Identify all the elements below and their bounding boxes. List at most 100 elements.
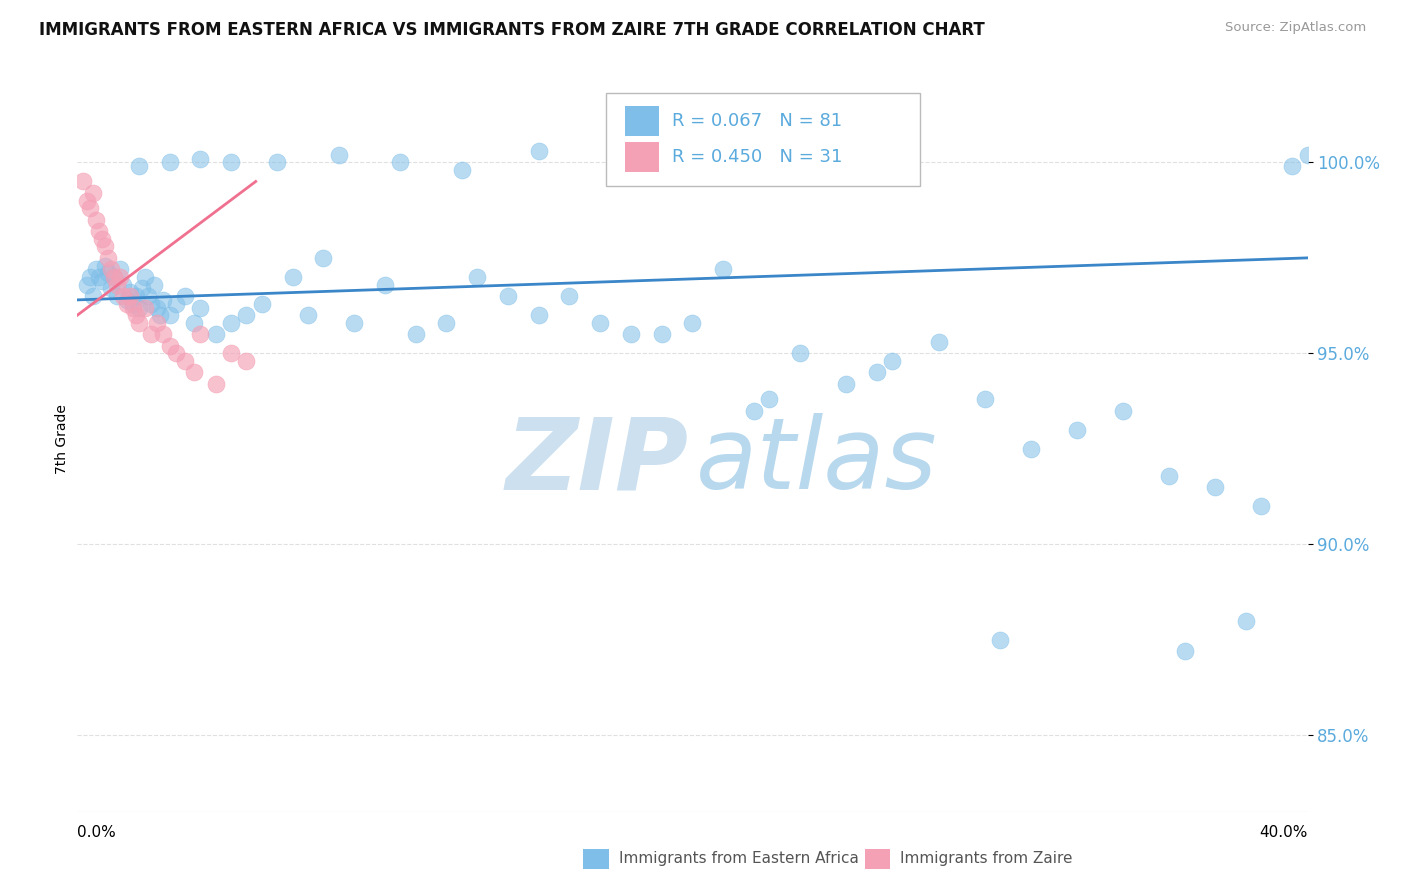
Point: [121, 296, 143, 310]
Point: [128, 159, 150, 173]
Point: [105, 277, 128, 292]
Text: Source: ZipAtlas.com: Source: ZipAtlas.com: [1226, 21, 1367, 34]
Point: [90, 232, 114, 246]
Point: [436, 316, 458, 330]
Point: [1159, 468, 1181, 483]
Point: [134, 270, 156, 285]
Point: [651, 152, 673, 166]
Point: [682, 316, 704, 330]
Point: [1281, 159, 1303, 173]
Point: [121, 301, 143, 315]
Point: [112, 277, 135, 292]
Point: [219, 346, 242, 360]
Point: [136, 289, 159, 303]
Point: [110, 262, 132, 277]
Point: [204, 376, 226, 391]
Point: [76, 194, 98, 208]
Point: [219, 316, 242, 330]
Text: ZIP: ZIP: [506, 413, 689, 510]
Point: [152, 293, 174, 307]
Text: 0.0%: 0.0%: [77, 825, 117, 840]
Point: [374, 277, 396, 292]
Point: [183, 366, 205, 380]
Point: [235, 308, 257, 322]
Point: [589, 316, 612, 330]
Point: [312, 251, 335, 265]
Point: [188, 301, 212, 315]
Point: [527, 144, 550, 158]
Text: 40.0%: 40.0%: [1260, 825, 1308, 840]
Text: Immigrants from Zaire: Immigrants from Zaire: [900, 851, 1073, 865]
Point: [79, 270, 101, 285]
Point: [1204, 480, 1226, 494]
Point: [146, 301, 169, 315]
Point: [76, 277, 98, 292]
Text: Immigrants from Eastern Africa: Immigrants from Eastern Africa: [619, 851, 859, 865]
Point: [651, 327, 673, 342]
Point: [527, 308, 550, 322]
Point: [988, 632, 1011, 647]
Point: [758, 392, 780, 407]
Point: [152, 327, 174, 342]
Point: [141, 327, 163, 342]
Text: atlas: atlas: [696, 413, 938, 510]
Point: [128, 316, 150, 330]
Point: [219, 155, 242, 169]
Point: [188, 152, 212, 166]
Point: [159, 155, 181, 169]
Point: [125, 289, 148, 303]
Point: [204, 327, 226, 342]
Point: [405, 327, 427, 342]
Point: [1234, 614, 1257, 628]
Point: [105, 289, 128, 303]
Point: [141, 296, 163, 310]
Point: [1112, 403, 1135, 417]
Point: [97, 251, 120, 265]
Point: [128, 301, 150, 315]
Point: [174, 354, 197, 368]
Point: [103, 270, 125, 285]
Point: [159, 339, 181, 353]
Point: [1296, 147, 1319, 161]
Point: [235, 354, 257, 368]
Point: [165, 346, 187, 360]
Point: [159, 308, 181, 322]
Point: [866, 366, 889, 380]
Point: [882, 354, 904, 368]
Point: [496, 289, 519, 303]
Point: [183, 316, 205, 330]
Point: [973, 392, 995, 407]
Point: [87, 224, 110, 238]
Point: [328, 147, 350, 161]
Point: [149, 308, 172, 322]
Point: [711, 262, 734, 277]
Point: [131, 281, 153, 295]
Point: [146, 316, 169, 330]
Point: [174, 289, 197, 303]
Point: [804, 155, 827, 169]
Point: [450, 163, 472, 178]
Point: [742, 403, 765, 417]
Point: [110, 270, 132, 285]
Point: [79, 201, 101, 215]
Point: [100, 281, 122, 295]
Point: [143, 277, 166, 292]
Text: R = 0.067   N = 81: R = 0.067 N = 81: [672, 112, 842, 130]
Point: [250, 296, 273, 310]
Point: [94, 239, 117, 253]
Point: [94, 259, 117, 273]
Point: [103, 270, 125, 285]
Point: [82, 186, 104, 200]
Point: [115, 293, 138, 307]
Point: [465, 270, 488, 285]
Point: [84, 212, 107, 227]
Point: [188, 327, 212, 342]
Point: [87, 270, 110, 285]
Point: [297, 308, 319, 322]
FancyBboxPatch shape: [624, 106, 659, 136]
Point: [90, 274, 114, 288]
Point: [789, 346, 811, 360]
Text: R = 0.450   N = 31: R = 0.450 N = 31: [672, 148, 842, 166]
Text: IMMIGRANTS FROM EASTERN AFRICA VS IMMIGRANTS FROM ZAIRE 7TH GRADE CORRELATION CH: IMMIGRANTS FROM EASTERN AFRICA VS IMMIGR…: [39, 21, 986, 38]
Y-axis label: 7th Grade: 7th Grade: [55, 404, 69, 475]
